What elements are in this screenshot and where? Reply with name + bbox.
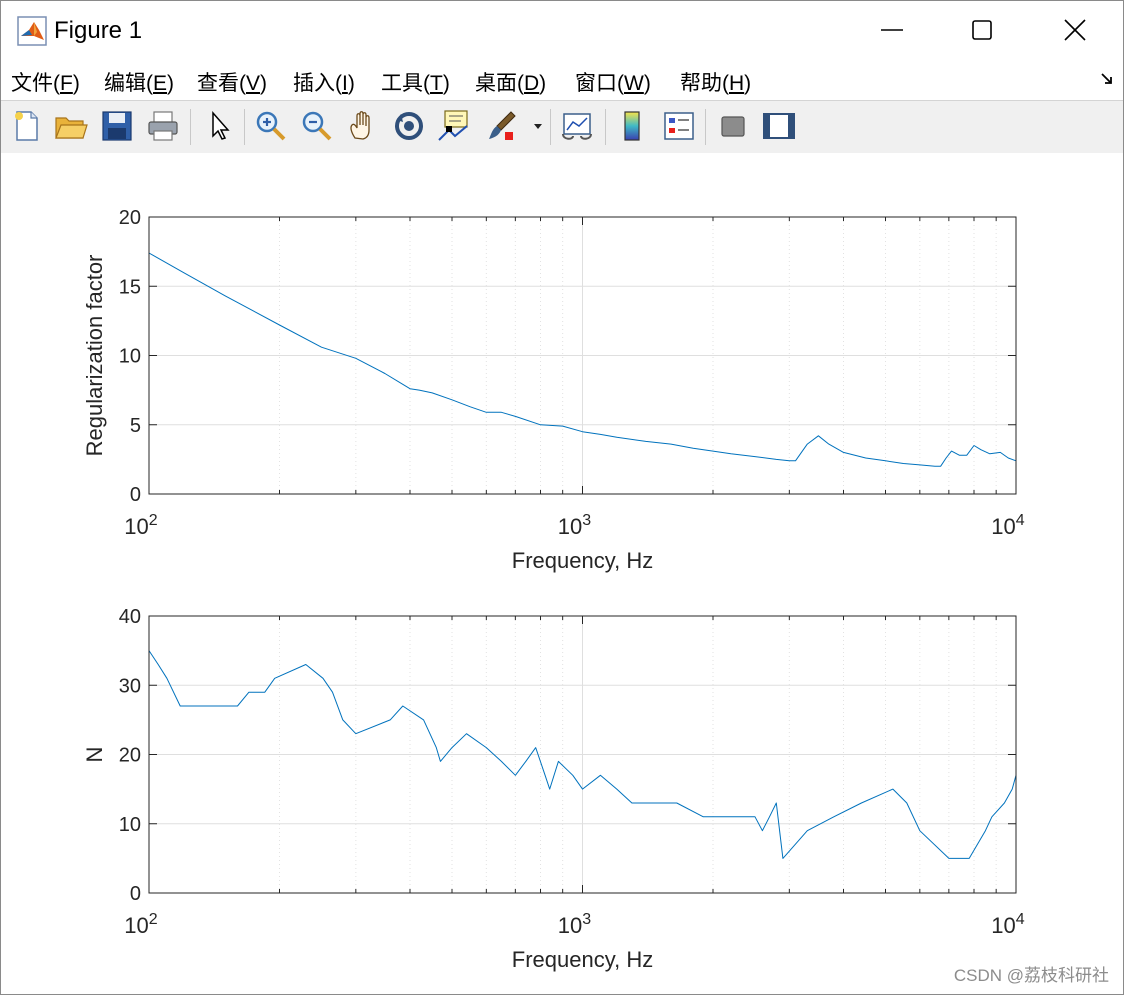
- new-figure-icon[interactable]: [9, 108, 45, 144]
- y-axis-label: Regularization factor: [82, 255, 107, 457]
- toolbar-separator: [705, 109, 706, 145]
- toolbar-separator: [550, 109, 551, 145]
- toolbar-separator: [605, 109, 606, 145]
- y-tick-label: 10: [119, 346, 141, 368]
- x-tick-label: 104: [991, 911, 1024, 938]
- pan-hand-icon[interactable]: [345, 108, 381, 144]
- close-button[interactable]: [1030, 1, 1120, 59]
- watermark: CSDN @荔枝科研社: [953, 966, 1109, 985]
- axes-2[interactable]: 0 10 20 30 40 102 103 104 Frequency, Hz N: [82, 606, 1025, 972]
- y-tick-label: 5: [130, 415, 141, 437]
- x-tick-label: 102: [124, 911, 157, 938]
- x-axis-label: Frequency, Hz: [512, 947, 653, 972]
- legend-icon[interactable]: [661, 108, 697, 144]
- figure-canvas: 0 5 10 15 20 102 103 104 Frequency, Hz Regulariza…: [1, 153, 1123, 994]
- x-tick-label: 103: [558, 512, 591, 539]
- series-line-1: [148, 252, 1017, 467]
- maximize-button[interactable]: [937, 1, 1027, 59]
- close-icon: [1064, 19, 1086, 41]
- title-bar: Figure 1: [1, 1, 1123, 59]
- open-file-icon[interactable]: [53, 108, 89, 144]
- link-plot-icon[interactable]: [559, 108, 595, 144]
- y-tick-label: 10: [119, 814, 141, 836]
- menu-view[interactable]: 查看(V): [197, 72, 268, 95]
- y-tick-label: 30: [119, 675, 141, 697]
- menu-help[interactable]: 帮助(H): [680, 72, 752, 95]
- figure-toolbar: [1, 100, 1123, 154]
- window-title: Figure 1: [54, 17, 143, 44]
- minimize-icon: [881, 29, 903, 31]
- minimize-button[interactable]: [847, 1, 937, 59]
- menu-desktop[interactable]: 桌面(D): [475, 72, 547, 95]
- menu-edit[interactable]: 编辑(E): [104, 72, 175, 95]
- zoom-in-icon[interactable]: [253, 108, 289, 144]
- axes-1[interactable]: 0 5 10 15 20 102 103 104 Frequency, Hz Regulariza…: [82, 207, 1025, 573]
- save-icon[interactable]: [99, 108, 135, 144]
- pointer-icon[interactable]: [201, 108, 237, 144]
- maximize-icon: [972, 20, 992, 40]
- toolbar-separator: [244, 109, 245, 145]
- x-axis-label: Frequency, Hz: [512, 548, 653, 573]
- x-tick-label: 104: [991, 512, 1024, 539]
- colorbar-icon[interactable]: [615, 108, 651, 144]
- show-plot-tools-icon[interactable]: [761, 108, 797, 144]
- y-tick-label: 0: [130, 883, 141, 905]
- hide-plot-tools-icon[interactable]: [715, 108, 751, 144]
- menu-insert[interactable]: 插入(I): [293, 72, 355, 95]
- data-cursor-icon[interactable]: [437, 108, 473, 144]
- print-icon[interactable]: [145, 108, 181, 144]
- series-line-1: [148, 650, 1017, 859]
- menu-file[interactable]: 文件(F): [11, 72, 80, 95]
- x-tick-label: 103: [558, 911, 591, 938]
- y-tick-label: 20: [119, 745, 141, 767]
- rotate-3d-icon[interactable]: [391, 108, 427, 144]
- menu-window[interactable]: 窗口(W): [575, 72, 651, 95]
- y-tick-label: 20: [119, 207, 141, 229]
- menu-bar: 文件(F) 编辑(E) 查看(V) 插入(I) 工具(T) 桌面(D) 窗口(W…: [1, 59, 1123, 100]
- zoom-out-icon[interactable]: [299, 108, 335, 144]
- dock-arrow-icon[interactable]: [1099, 71, 1115, 87]
- y-tick-label: 15: [119, 276, 141, 298]
- brush-dropdown-icon[interactable]: [533, 121, 543, 131]
- y-tick-label: 0: [130, 484, 141, 506]
- y-tick-label: 40: [119, 606, 141, 628]
- toolbar-separator: [190, 109, 191, 145]
- x-tick-label: 102: [124, 512, 157, 539]
- figure-plots: 0 5 10 15 20 102 103 104 Frequency, Hz Regulariza…: [82, 207, 1025, 972]
- y-axis-label: N: [82, 747, 107, 763]
- brush-icon[interactable]: [485, 108, 521, 144]
- menu-tools[interactable]: 工具(T): [381, 72, 450, 95]
- matlab-logo-icon: [17, 16, 47, 46]
